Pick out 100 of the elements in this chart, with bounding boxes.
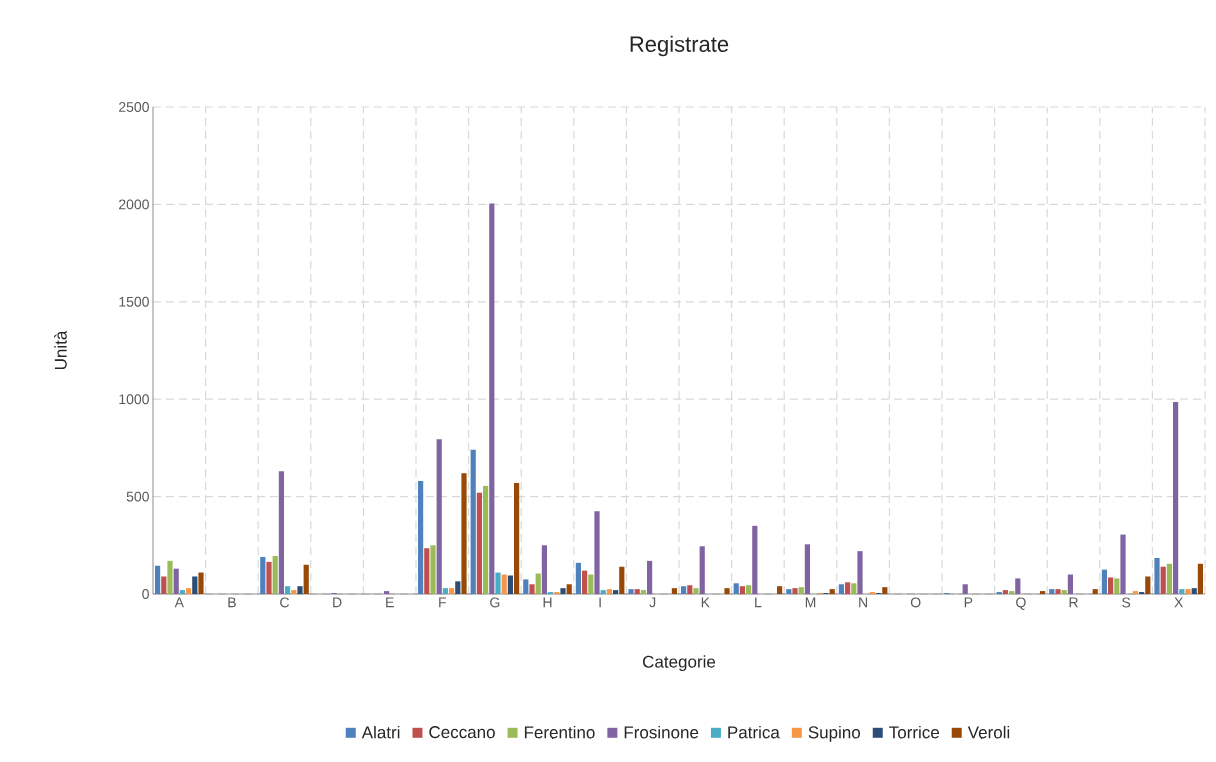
bar: [594, 511, 600, 594]
bar: [777, 586, 783, 594]
bar: [857, 551, 863, 594]
bar: [560, 588, 566, 594]
x-tick-label: D: [333, 597, 342, 608]
bar: [804, 544, 810, 594]
bar: [733, 583, 739, 594]
legend-label: Ceccano: [429, 726, 495, 739]
bar: [1132, 591, 1139, 594]
x-tick-label: F: [439, 597, 447, 608]
legend-label: Ferentino: [524, 725, 595, 739]
bar: [681, 586, 687, 594]
bar: [272, 556, 278, 594]
bar: [671, 588, 677, 594]
x-tick-label: I: [599, 597, 601, 608]
bar: [1191, 588, 1197, 594]
x-tick-label: S: [1122, 597, 1131, 608]
bar: [792, 588, 798, 594]
bar: [838, 584, 844, 594]
bar: [1179, 589, 1185, 594]
bar: [798, 587, 804, 594]
bar: [1108, 577, 1114, 594]
legend-label: Patrica: [728, 725, 780, 739]
bar: [489, 203, 495, 594]
bar: [155, 565, 161, 594]
y-tick-label: 1500: [119, 296, 149, 307]
bar: [1185, 589, 1191, 594]
bar: [161, 576, 167, 594]
bar: [575, 562, 581, 594]
bar: [470, 449, 476, 594]
x-tick-label: X: [1174, 597, 1184, 608]
bar: [430, 545, 436, 594]
bar: [266, 561, 272, 594]
bar: [523, 579, 529, 594]
bar: [566, 584, 572, 594]
bar: [1145, 576, 1151, 594]
legend-label: Torrice: [889, 725, 940, 739]
y-tick-label: 1000: [119, 394, 149, 405]
bar: [752, 525, 758, 594]
bar: [619, 566, 625, 594]
bar: [1114, 578, 1120, 594]
x-tick-label: E: [386, 597, 394, 608]
bar: [628, 589, 634, 594]
y-tick-label: 2000: [119, 199, 149, 210]
bar: [1040, 591, 1046, 594]
bar: [1173, 402, 1179, 594]
x-tick-label: C: [280, 597, 290, 608]
bar: [461, 473, 467, 594]
x-tick-label: A: [174, 597, 184, 608]
x-tick-label: K: [701, 597, 710, 608]
legend-label: Veroli: [967, 725, 1010, 739]
bar: [640, 590, 646, 594]
bar: [647, 560, 653, 594]
bar: [613, 590, 619, 594]
bar: [693, 588, 699, 594]
bar: [442, 588, 448, 594]
bar: [167, 560, 173, 594]
y-axis-title: Unità: [54, 330, 67, 370]
bar: [634, 589, 640, 594]
bar: [786, 589, 792, 594]
bar: [1055, 589, 1061, 594]
y-tick-label: 500: [126, 491, 149, 502]
bar: [699, 546, 705, 594]
x-tick-label: Q: [1016, 597, 1026, 610]
bar: [1015, 578, 1021, 594]
bar: [186, 588, 192, 594]
bar: [1002, 590, 1009, 594]
bar: [291, 590, 297, 594]
legend-label: Frosinone: [624, 725, 699, 739]
bar: [739, 586, 745, 594]
bar: [588, 574, 594, 594]
bar: [1061, 590, 1067, 594]
x-tick-label: O: [910, 597, 921, 608]
bar: [455, 581, 461, 594]
bar: [600, 590, 606, 594]
y-tick-label: 0: [142, 589, 149, 599]
bar: [507, 575, 513, 594]
bar: [529, 584, 535, 594]
x-tick-label: G: [490, 597, 500, 608]
bar: [724, 588, 730, 594]
bar: [845, 582, 851, 594]
bar: [1049, 589, 1055, 594]
bar: [829, 589, 835, 594]
bar: [746, 585, 752, 594]
bar: [384, 591, 390, 594]
bar: [1166, 563, 1173, 594]
bar: [1160, 566, 1166, 594]
bar: [285, 586, 291, 594]
bar: [606, 589, 612, 594]
bar: [476, 492, 482, 594]
bar: [501, 574, 507, 594]
legend-label: Alatri: [361, 725, 400, 739]
bar: [418, 481, 424, 594]
x-tick-label: L: [755, 597, 762, 608]
legend-label: Supino: [808, 725, 861, 742]
bar: [449, 588, 455, 594]
bar: [260, 556, 266, 594]
bar: [1092, 589, 1098, 594]
bar: [179, 590, 185, 594]
x-tick-label: M: [805, 597, 816, 608]
